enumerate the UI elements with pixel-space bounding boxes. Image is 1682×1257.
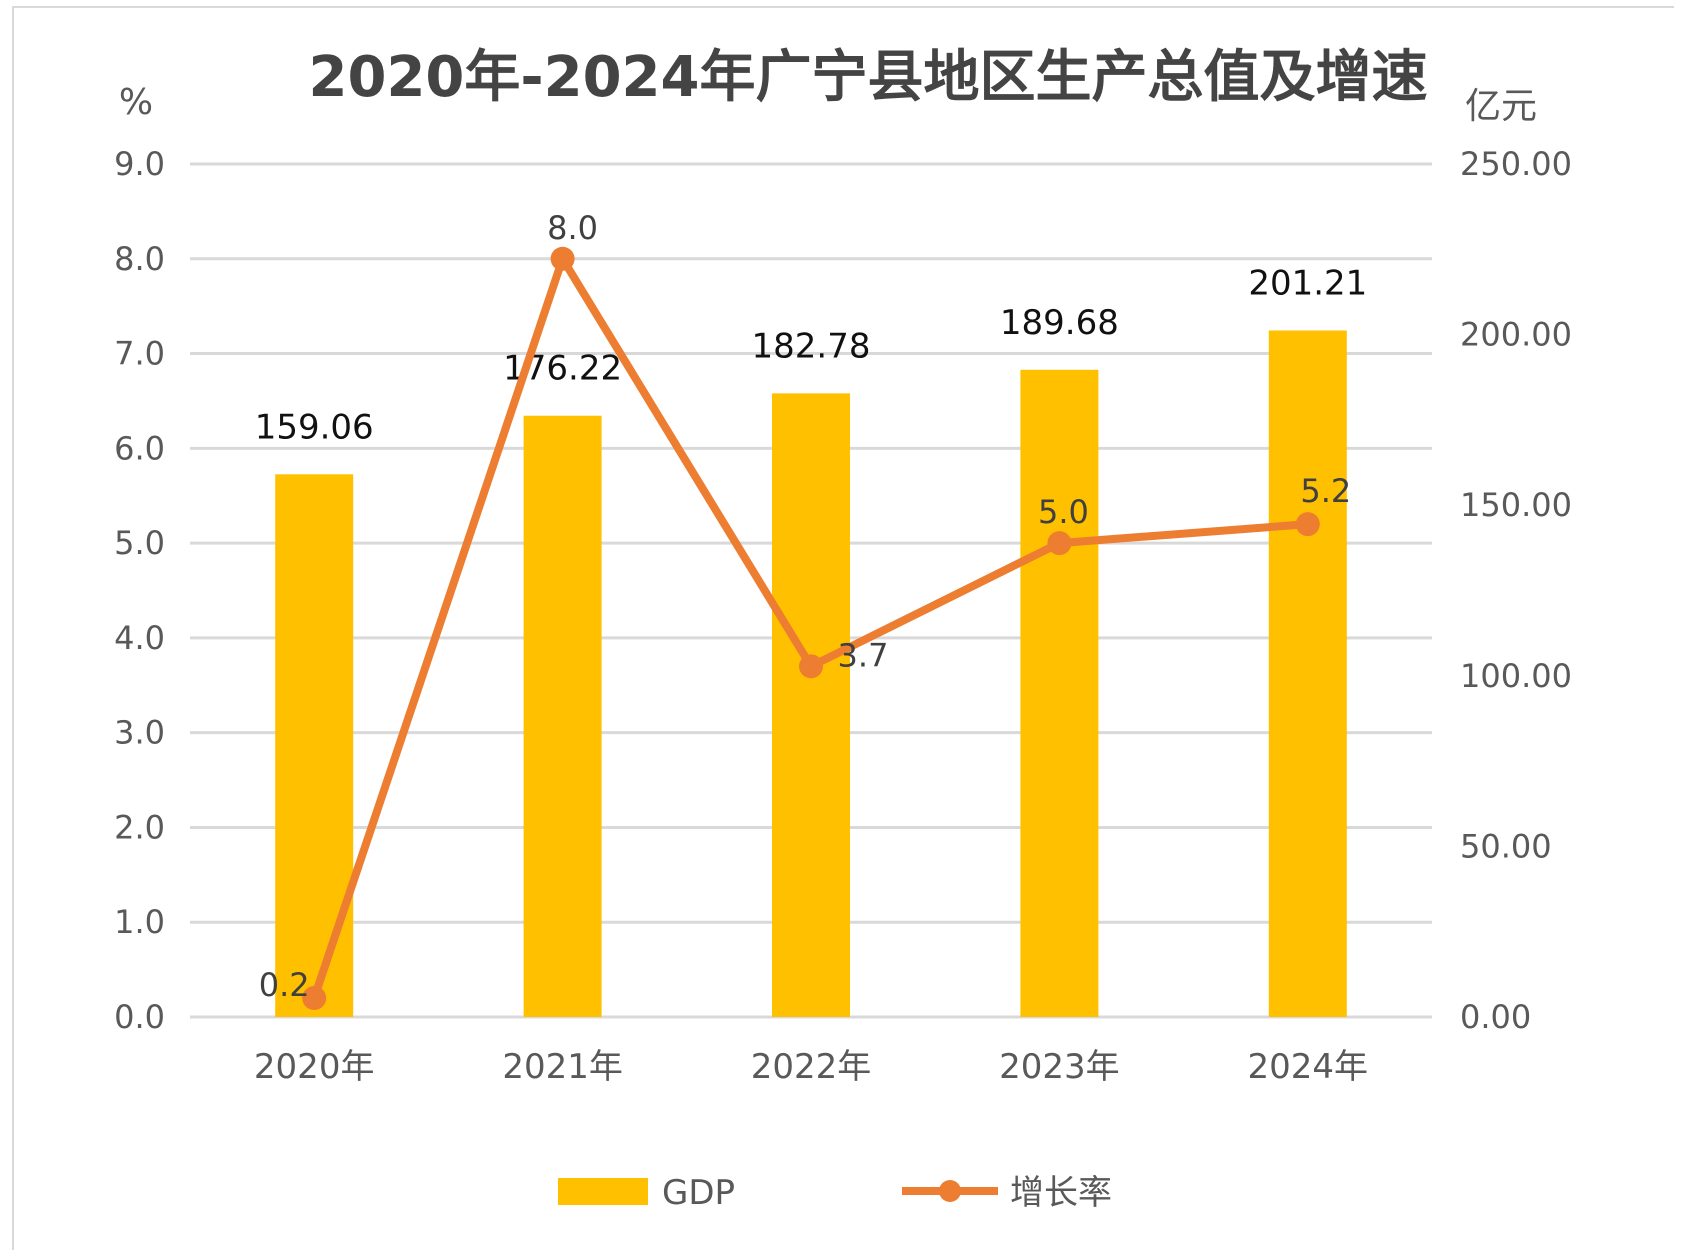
right-tick-label: 250.00 [1460,145,1572,183]
left-tick-label: 0.0 [114,998,165,1036]
growth-point [799,654,823,679]
left-tick-label: 2.0 [114,808,165,846]
growth-point-label: 8.0 [547,209,598,247]
left-tick-label: 6.0 [114,429,165,467]
growth-point-label: 5.2 [1300,472,1351,510]
growth-point-label: 0.2 [259,966,310,1004]
gdp-bar-label: 201.21 [1248,263,1367,303]
growth-point [1295,512,1320,537]
legend-swatch-growth-marker [939,1180,961,1202]
gdp-bar [1020,369,1099,1017]
left-tick-label: 8.0 [114,240,165,278]
left-axis-ticks: 0.0 1.0 2.0 3.0 4.0 5.0 6.0 7.0 8.0 9.0 [114,145,165,1036]
right-tick-label: 50.00 [1460,827,1552,865]
growth-point-label: 3.7 [838,636,889,674]
left-tick-label: 9.0 [114,145,165,183]
gdp-bar-label: 159.06 [255,407,374,447]
x-category-label: 2020年 [254,1047,375,1087]
growth-line-labels: 0.2 8.0 3.7 5.0 5.2 [259,209,1351,1004]
growth-line [302,246,1320,1011]
gdp-bar [275,474,354,1017]
growth-point [550,246,575,271]
left-axis-unit: % [119,82,153,123]
chart-title: 2020年-2024年广宁县地区生产总值及增速 [309,45,1428,110]
legend-label-gdp: GDP [662,1173,735,1213]
right-tick-label: 0.00 [1460,998,1531,1036]
left-tick-label: 3.0 [114,714,165,752]
x-category-label: 2022年 [751,1047,872,1087]
legend: GDP 增长率 [558,1173,1112,1213]
x-category-label: 2024年 [1248,1047,1369,1087]
legend-swatch-gdp [558,1178,648,1205]
chart-frame [12,6,1674,1250]
growth-point-label: 5.0 [1038,493,1089,531]
x-axis-categories: 2020年 2021年 2022年 2023年 2024年 [254,1047,1368,1087]
left-tick-label: 1.0 [114,903,165,941]
growth-point [1047,531,1072,556]
gdp-bar [772,393,850,1018]
gdp-bar-label: 189.68 [1000,303,1119,343]
right-tick-label: 150.00 [1460,486,1572,524]
gdp-bar [523,415,602,1017]
x-category-label: 2021年 [502,1047,623,1087]
growth-point [302,986,327,1011]
gdp-bar-label: 182.78 [752,326,871,366]
right-axis-unit: 亿元 [1465,86,1537,127]
legend-label-growth: 增长率 [1010,1173,1112,1213]
x-category-label: 2023年 [999,1047,1120,1087]
right-tick-label: 100.00 [1460,657,1572,695]
gdp-bar [1268,330,1347,1018]
left-tick-label: 5.0 [114,524,165,562]
right-tick-label: 200.00 [1460,316,1572,354]
left-tick-label: 4.0 [114,619,165,657]
left-tick-label: 7.0 [114,335,165,373]
right-axis-ticks: 0.00 50.00 100.00 150.00 200.00 250.00 [1460,145,1572,1036]
